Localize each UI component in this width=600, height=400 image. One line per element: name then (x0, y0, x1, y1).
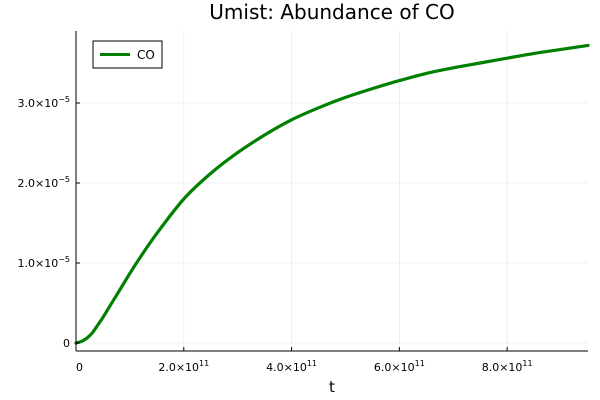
grid (75, 31, 588, 351)
legend: CO (92, 40, 163, 69)
x-axis-label: t (329, 378, 335, 396)
x-tick-label: 2.0×1011 (158, 359, 209, 374)
series-layer (74, 43, 590, 345)
chart-title: Umist: Abundance of CO (209, 0, 454, 24)
x-tick-label: 6.0×1011 (374, 359, 425, 374)
y-tick-label: 1.0×10−5 (17, 255, 70, 270)
tick-labels: 0 2.0×1011 4.0×1011 6.0×1011 8.0×1011 0 1.0×10… (17, 95, 532, 374)
y-tick-label: 3.0×10−5 (17, 95, 70, 110)
x-tick-label: 8.0×1011 (482, 359, 533, 374)
series-line-co (74, 43, 590, 345)
legend-label-co: CO (137, 48, 155, 62)
y-tick-label: 0 (63, 337, 70, 350)
x-tick-label: 0 (76, 361, 83, 374)
x-tick-label: 4.0×1011 (266, 359, 317, 374)
y-tick-label: 2.0×10−5 (17, 175, 70, 190)
axes (75, 31, 588, 352)
